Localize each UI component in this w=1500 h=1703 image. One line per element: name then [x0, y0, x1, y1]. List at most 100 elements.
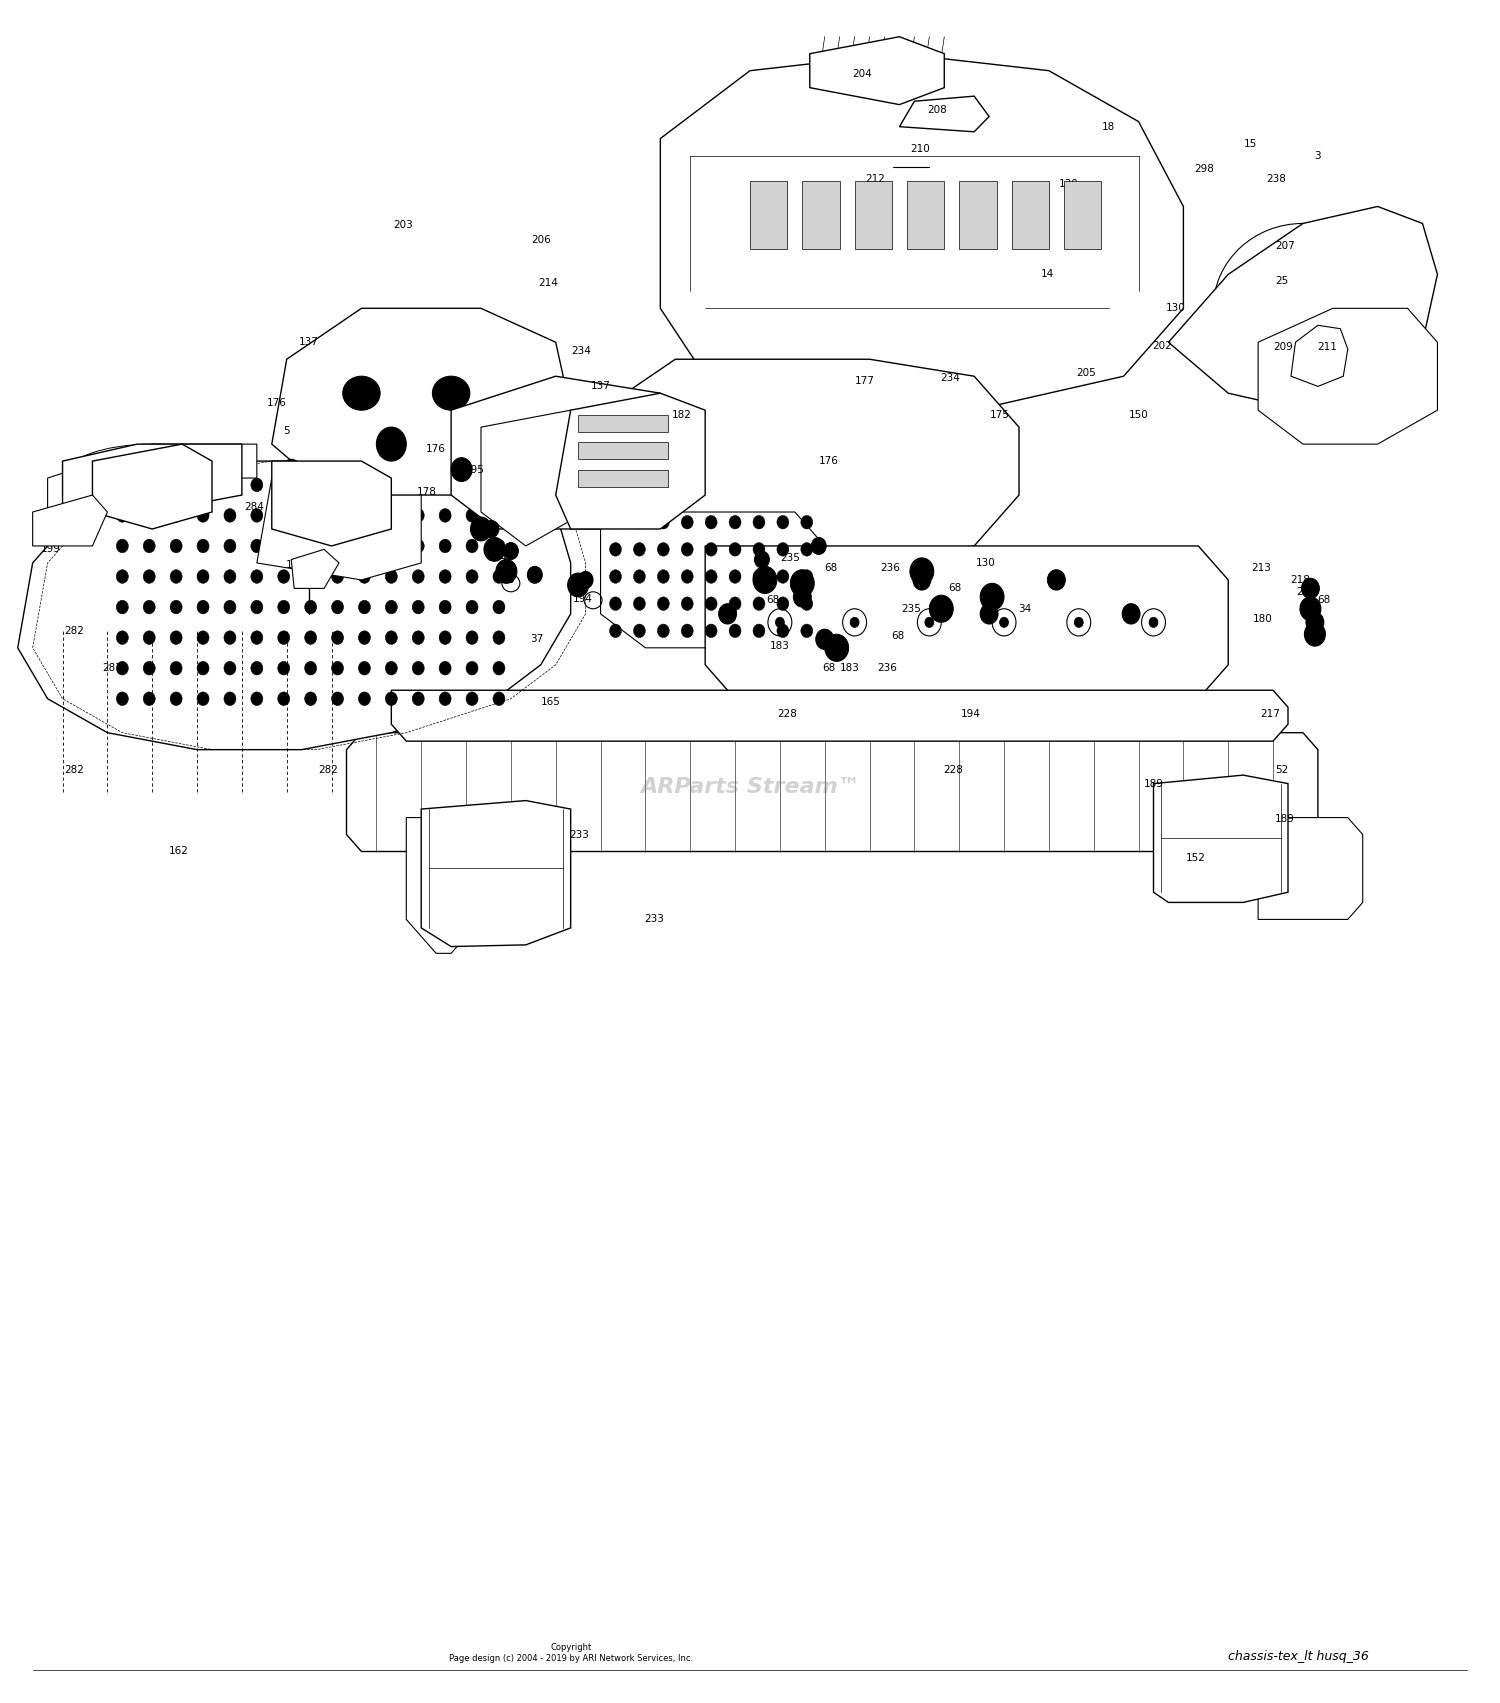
Circle shape [278, 661, 290, 674]
Text: 177: 177 [855, 376, 874, 387]
Circle shape [358, 571, 370, 584]
Circle shape [633, 596, 645, 610]
Polygon shape [585, 359, 1018, 564]
Circle shape [1122, 603, 1140, 623]
Circle shape [633, 516, 645, 530]
Circle shape [170, 479, 182, 492]
Circle shape [801, 623, 813, 637]
Circle shape [633, 571, 645, 584]
Circle shape [801, 543, 813, 557]
Circle shape [729, 571, 741, 584]
Circle shape [723, 608, 732, 618]
Circle shape [413, 599, 424, 613]
Text: 194: 194 [962, 708, 981, 719]
Text: 3: 3 [1314, 150, 1322, 160]
Text: 130: 130 [976, 559, 996, 567]
Circle shape [753, 516, 765, 530]
Circle shape [466, 661, 478, 674]
Circle shape [504, 543, 519, 560]
Circle shape [466, 427, 496, 462]
Circle shape [980, 584, 1004, 610]
Polygon shape [422, 800, 570, 947]
Circle shape [776, 616, 784, 627]
Circle shape [528, 567, 543, 584]
Circle shape [413, 661, 424, 674]
Circle shape [1074, 616, 1083, 627]
Circle shape [224, 571, 236, 584]
Polygon shape [18, 462, 570, 749]
Bar [578, 416, 668, 433]
Circle shape [196, 599, 208, 613]
Circle shape [753, 596, 765, 610]
Circle shape [170, 630, 182, 644]
Circle shape [821, 634, 830, 644]
Circle shape [386, 691, 398, 705]
Circle shape [332, 509, 344, 523]
Text: 282: 282 [64, 765, 84, 775]
Circle shape [304, 479, 316, 492]
Text: 137: 137 [298, 337, 320, 347]
Circle shape [633, 543, 645, 557]
Text: 194: 194 [488, 553, 507, 564]
Polygon shape [33, 496, 108, 547]
Text: 211: 211 [1317, 342, 1336, 353]
Text: 283: 283 [134, 490, 153, 501]
Circle shape [657, 571, 669, 584]
Text: 68: 68 [891, 630, 904, 640]
Circle shape [196, 509, 208, 523]
Circle shape [681, 543, 693, 557]
Circle shape [144, 599, 154, 613]
Circle shape [466, 540, 478, 553]
Text: 207: 207 [1275, 240, 1294, 250]
Circle shape [657, 516, 669, 530]
Text: 233: 233 [645, 915, 664, 925]
Circle shape [494, 630, 506, 644]
Circle shape [681, 596, 693, 610]
Text: 5: 5 [284, 426, 290, 436]
Circle shape [1300, 596, 1322, 620]
Circle shape [170, 661, 182, 674]
Polygon shape [272, 462, 392, 547]
Polygon shape [1292, 325, 1348, 387]
Text: 25: 25 [1275, 276, 1288, 286]
Circle shape [440, 540, 452, 553]
Bar [1064, 181, 1101, 249]
Circle shape [332, 661, 344, 674]
Circle shape [657, 596, 669, 610]
Circle shape [304, 571, 316, 584]
Circle shape [196, 479, 208, 492]
Circle shape [440, 599, 452, 613]
Circle shape [930, 594, 952, 622]
Circle shape [1126, 608, 1136, 618]
Circle shape [386, 540, 398, 553]
Circle shape [440, 571, 452, 584]
Circle shape [501, 565, 513, 579]
Circle shape [494, 599, 506, 613]
Circle shape [278, 479, 290, 492]
Polygon shape [482, 410, 600, 547]
Text: 233: 233 [570, 829, 590, 840]
Circle shape [144, 509, 154, 523]
Text: 68: 68 [766, 596, 778, 605]
Circle shape [117, 540, 129, 553]
Circle shape [144, 479, 154, 492]
Circle shape [816, 628, 834, 649]
Circle shape [729, 543, 741, 557]
Circle shape [729, 596, 741, 610]
Circle shape [304, 691, 316, 705]
Polygon shape [392, 690, 1288, 741]
Circle shape [144, 571, 154, 584]
Text: 282: 282 [318, 765, 339, 775]
Circle shape [984, 608, 993, 618]
Text: 228: 228 [944, 765, 963, 775]
Circle shape [224, 509, 236, 523]
Text: 183: 183 [840, 662, 860, 673]
Text: 199: 199 [40, 545, 60, 555]
Polygon shape [1154, 775, 1288, 903]
Polygon shape [256, 462, 422, 581]
Circle shape [999, 616, 1008, 627]
Circle shape [801, 571, 813, 584]
Circle shape [777, 623, 789, 637]
Circle shape [1311, 616, 1320, 627]
Circle shape [332, 479, 344, 492]
